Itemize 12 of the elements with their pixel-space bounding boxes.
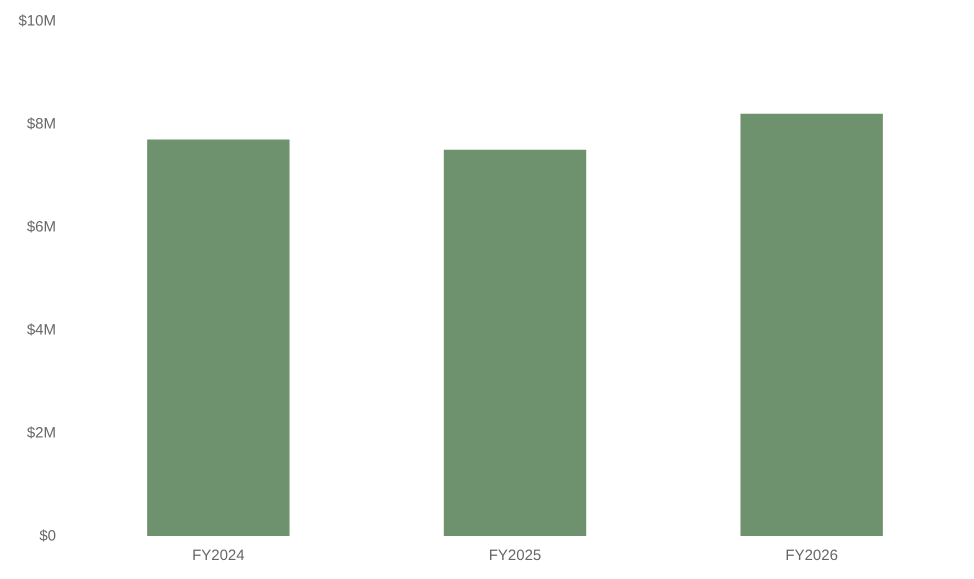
x-tick-label: FY2025 <box>488 547 542 564</box>
y-tick-label: $6M <box>26 218 56 236</box>
bar <box>740 114 883 536</box>
bar <box>147 139 290 536</box>
x-tick-label: FY2024 <box>192 547 245 564</box>
y-tick-label: $4M <box>26 322 56 338</box>
y-tick-label: $2M <box>26 424 56 442</box>
x-tick-label: FY2026 <box>785 547 838 564</box>
y-tick-label: $0 <box>39 528 56 544</box>
y-tick-label: $8M <box>26 116 56 132</box>
y-tick-label: $10M <box>18 12 56 30</box>
bar <box>444 150 586 536</box>
